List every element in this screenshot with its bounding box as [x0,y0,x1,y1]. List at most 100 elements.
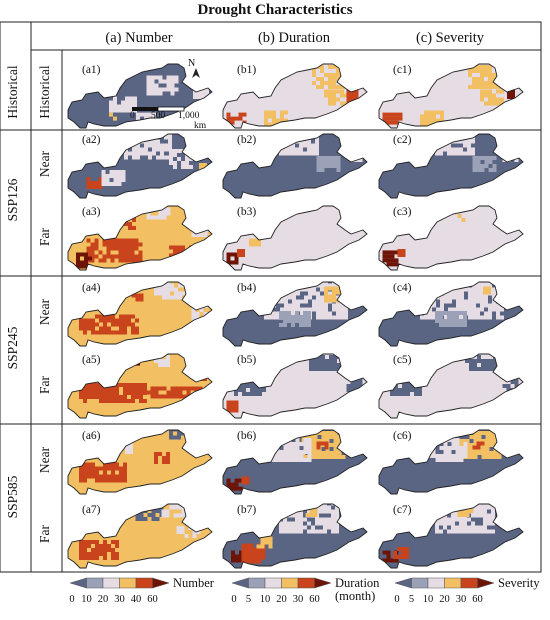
map-cell [468,73,472,77]
map-cell [448,282,452,284]
legend-swatch [477,577,495,589]
map-cell [344,290,348,295]
map-cell [448,283,452,288]
map-cell [287,504,291,506]
map-cell [136,112,140,117]
map-cell [226,252,231,257]
map-cell [110,254,115,259]
map-cell [447,311,451,315]
legend-swatch [69,577,87,589]
map-cell [115,330,119,335]
map-cell [439,323,443,327]
map-cell [283,147,287,152]
map-cell [191,150,196,154]
map-cell [469,509,474,513]
map-cell [299,151,303,156]
map-cell [284,295,288,300]
map-cell [194,394,199,399]
map-cell [121,174,126,178]
map-cell [115,478,119,483]
map-cell [467,134,471,136]
map-cell [99,544,103,548]
map-cell [295,134,299,136]
map-cell [305,431,310,435]
map-cell [241,476,246,481]
map-cell [140,120,144,125]
map-cell [241,551,246,556]
map-cell [197,83,201,87]
map-cell [106,250,111,255]
map-cell [292,295,296,300]
map-cell [234,478,239,483]
map-cell [463,151,467,156]
basin-outline [378,353,524,419]
map-cell [501,447,506,451]
map-cell [418,380,422,384]
map-cell [99,391,103,395]
map-cell [154,206,159,208]
map-cell [121,100,125,105]
map-cell [131,322,135,327]
map-cell [354,94,359,99]
legend-colorbar-2 [231,577,332,589]
map-cell [123,322,127,327]
map-cell [307,450,312,454]
map-cell [307,442,312,446]
map-cell [140,147,144,152]
legend-tick-label: 30 [292,594,304,605]
basin-outline [222,429,368,495]
map-cell [241,253,245,257]
map-cell [83,540,87,544]
map-cell [307,151,311,156]
map-cell [443,517,447,522]
map-cell [394,258,399,263]
map-cell [492,73,496,77]
map-cell [394,250,399,255]
map-cell [198,390,203,395]
map-cell [469,447,474,451]
map-cell [276,283,280,288]
map-cell [345,447,350,451]
map-cell [195,442,200,446]
map-cell [394,380,398,384]
map-cell [158,282,162,284]
map-cell [493,359,497,363]
map-cell [287,311,291,315]
map-cell [439,311,443,315]
map-cell [146,87,151,92]
map-cell [98,250,103,255]
map-cell [341,435,346,439]
map-cell [331,525,335,530]
map-cell [432,283,436,288]
map-cell [280,291,284,296]
map-cell [118,246,123,251]
map-cell [271,458,276,462]
map-cell [134,246,139,251]
map-cell [199,233,204,237]
map-cell [124,222,128,226]
map-cell [173,505,178,510]
map-cell [501,435,506,439]
map-cell [487,513,491,518]
map-cell [79,544,83,548]
map-cell [476,291,480,296]
map-cell [440,299,444,304]
map-cell [500,299,504,304]
map-cell [304,283,308,288]
map-cell [201,95,205,99]
map-cell [324,445,329,450]
map-cell [467,143,471,148]
map-cell [234,392,238,396]
map-cell [329,443,334,447]
map-cell [428,291,432,296]
map-cell [272,118,276,123]
map-cell [336,282,340,284]
map-cell [113,100,117,105]
map-cell [279,513,283,518]
map-cell [484,315,488,320]
map-cell [303,143,307,148]
map-cell [279,450,284,454]
map-cell [468,311,472,316]
map-cell [156,134,160,136]
map-cell [420,295,424,300]
